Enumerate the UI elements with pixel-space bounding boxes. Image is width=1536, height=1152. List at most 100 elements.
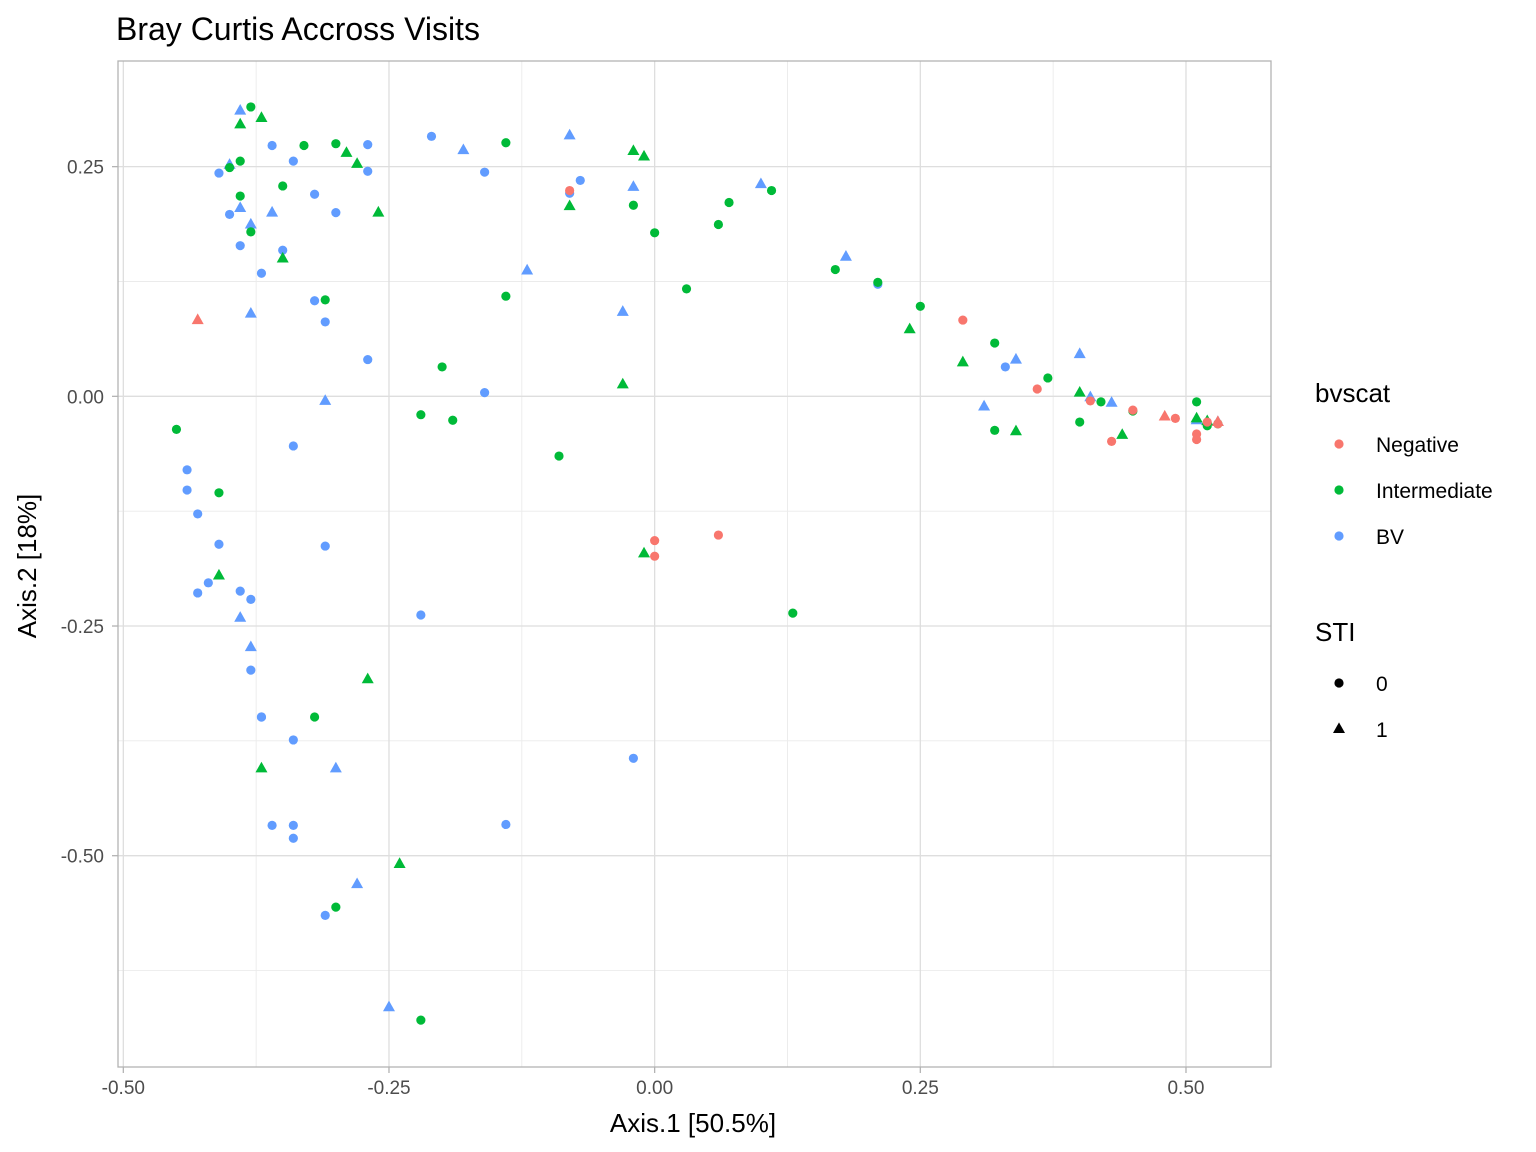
point-intermediate-sti0 xyxy=(873,277,883,288)
point-bv-sti0 xyxy=(309,189,320,199)
point-bv-sti0 xyxy=(267,140,277,151)
point-bv-sti0 xyxy=(224,209,235,220)
point-bv-sti0 xyxy=(309,296,320,306)
point-bv-sti1 xyxy=(563,128,576,140)
point-intermediate-sti1 xyxy=(361,672,374,684)
point-intermediate-sti0 xyxy=(713,219,724,230)
legend-key-bv xyxy=(1334,531,1344,541)
point-bv-sti0 xyxy=(193,588,203,598)
y-tick-label: -0.50 xyxy=(61,847,104,868)
point-intermediate-sti1 xyxy=(1190,411,1203,423)
point-bv-sti1 xyxy=(627,180,640,191)
point-intermediate-sti1 xyxy=(956,355,969,367)
point-intermediate-sti0 xyxy=(309,712,320,722)
point-intermediate-sti1 xyxy=(276,251,289,263)
point-intermediate-sti1 xyxy=(234,117,247,129)
point-bv-sti0 xyxy=(426,131,437,141)
plot-panel xyxy=(117,60,1272,1068)
point-bv-sti0 xyxy=(480,167,490,177)
point-bv-sti0 xyxy=(203,578,213,588)
legend-label-bv: BV xyxy=(1376,526,1404,549)
legend-title-bvscat: bvscat xyxy=(1315,378,1391,408)
point-bv-sti1 xyxy=(839,250,852,261)
point-intermediate-sti1 xyxy=(255,761,268,773)
point-intermediate-sti0 xyxy=(501,291,511,301)
point-bv-sti0 xyxy=(256,712,267,722)
point-bv-sti0 xyxy=(246,594,256,604)
shape-legend-items: 01 xyxy=(1332,673,1388,742)
point-intermediate-sti0 xyxy=(915,301,925,311)
legend-key-intermediate xyxy=(1334,485,1344,495)
point-bv-sti1 xyxy=(244,306,257,318)
point-intermediate-sti0 xyxy=(448,415,458,425)
point-bv-sti0 xyxy=(214,168,224,178)
point-bv-sti0 xyxy=(363,166,373,176)
point-intermediate-sti1 xyxy=(1009,424,1022,436)
point-bv-sti0 xyxy=(288,820,298,830)
point-intermediate-sti1 xyxy=(255,111,268,122)
point-bv-sti1 xyxy=(382,1000,395,1012)
point-bv-sti0 xyxy=(246,665,256,675)
point-intermediate-sti0 xyxy=(437,362,447,372)
legend-key-sti-1 xyxy=(1332,722,1346,734)
y-axis-title: Axis.2 [18%] xyxy=(12,494,42,639)
point-bv-sti1 xyxy=(319,394,332,405)
point-intermediate-sti0 xyxy=(788,608,798,618)
point-bv-sti0 xyxy=(416,610,426,620)
point-negative-sti0 xyxy=(1192,434,1202,445)
point-intermediate-sti0 xyxy=(246,102,256,112)
point-negative-sti0 xyxy=(1085,396,1095,406)
point-bv-sti1 xyxy=(351,877,364,889)
point-bv-sti1 xyxy=(1073,347,1086,359)
point-intermediate-sti0 xyxy=(171,424,182,435)
point-intermediate-sti1 xyxy=(340,146,353,157)
point-negative-sti1 xyxy=(1158,409,1171,421)
data-points xyxy=(171,102,1224,1025)
point-intermediate-sti1 xyxy=(372,205,385,217)
point-intermediate-sti0 xyxy=(1075,417,1085,427)
point-bv-sti0 xyxy=(235,586,245,596)
point-negative-sti0 xyxy=(565,185,575,196)
x-tick-label: 0.50 xyxy=(1167,1078,1204,1099)
point-bv-sti1 xyxy=(266,205,279,217)
point-bv-sti0 xyxy=(278,245,288,255)
point-bv-sti1 xyxy=(234,611,247,622)
point-intermediate-sti0 xyxy=(1096,397,1106,407)
point-bv-sti1 xyxy=(244,640,257,652)
point-bv-sti1 xyxy=(754,177,767,189)
legend-label-sti-0: 0 xyxy=(1376,673,1388,696)
point-bv-sti1 xyxy=(234,103,247,115)
point-negative-sti0 xyxy=(650,551,660,561)
point-bv-sti0 xyxy=(501,819,511,830)
point-intermediate-sti0 xyxy=(501,138,511,148)
legend-key-negative xyxy=(1334,439,1344,449)
point-intermediate-sti0 xyxy=(416,1015,426,1025)
x-tick-label: -0.50 xyxy=(102,1078,145,1099)
point-intermediate-sti0 xyxy=(224,162,235,173)
axis-ticks: -0.50 -0.25 0.00 0.25 0.50 0.25 0.00 -0.25 -0.50 xyxy=(61,158,1205,1099)
point-bv-sti0 xyxy=(363,354,373,365)
point-negative-sti0 xyxy=(958,315,968,325)
point-intermediate-sti0 xyxy=(1043,373,1053,383)
point-intermediate-sti1 xyxy=(212,568,225,580)
y-tick-label: 0.00 xyxy=(67,387,104,408)
point-bv-sti0 xyxy=(193,509,203,519)
legend-label-negative: Negative xyxy=(1376,434,1459,457)
point-bv-sti0 xyxy=(320,317,330,327)
legend-key-sti-0 xyxy=(1334,678,1344,688)
y-tick-label: -0.25 xyxy=(61,617,104,638)
point-intermediate-sti0 xyxy=(299,140,309,151)
point-intermediate-sti1 xyxy=(638,546,651,558)
point-intermediate-sti1 xyxy=(638,149,651,161)
point-bv-sti0 xyxy=(288,441,298,451)
point-bv-sti1 xyxy=(1105,396,1118,407)
point-bv-sti0 xyxy=(288,735,298,745)
legend-label-sti-1: 1 xyxy=(1376,719,1388,742)
point-intermediate-sti0 xyxy=(331,139,341,149)
point-intermediate-sti1 xyxy=(1116,428,1129,439)
point-intermediate-sti1 xyxy=(616,377,629,389)
point-intermediate-sti0 xyxy=(628,200,638,210)
point-negative-sti0 xyxy=(650,535,660,546)
